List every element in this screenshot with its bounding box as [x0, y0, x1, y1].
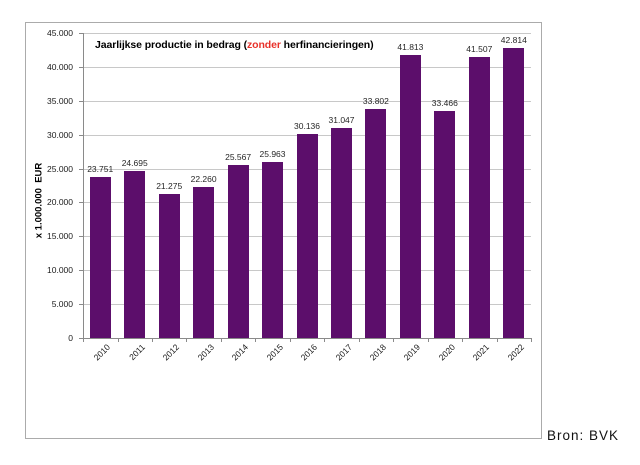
- x-axis-tick: [496, 338, 498, 342]
- gridline: [84, 33, 531, 34]
- chart-border: [25, 22, 542, 439]
- bar-value-label: 31.047: [328, 114, 355, 125]
- y-axis-tick: [79, 100, 83, 102]
- x-axis-tick: [393, 338, 395, 342]
- bar: [193, 187, 215, 338]
- bar-value-label: 33.802: [362, 95, 389, 106]
- y-axis-tick: [79, 33, 83, 34]
- y-tick-label: 15.000: [47, 231, 73, 242]
- bar-value-label: 24.695: [121, 157, 148, 168]
- y-tick-label: 30.000: [47, 129, 73, 140]
- y-axis-tick: [79, 134, 83, 136]
- y-tick-label: 5.000: [51, 299, 73, 310]
- bar: [158, 193, 180, 338]
- bar-value-label: 41.813: [397, 41, 424, 52]
- chart-title: Jaarlijkse productie in bedrag (zonder h…: [95, 39, 374, 51]
- x-axis-tick: [255, 338, 257, 342]
- bar-value-label: 23.751: [87, 164, 114, 174]
- x-axis-tick: [83, 338, 84, 342]
- bar: [296, 133, 318, 338]
- x-axis-tick: [531, 338, 532, 342]
- bar-value-label: 42.814: [500, 34, 527, 45]
- y-tick-label: 10.000: [47, 265, 73, 276]
- y-axis-tick: [79, 338, 83, 339]
- bar: [399, 54, 421, 338]
- bar: [331, 127, 352, 338]
- bar: [124, 170, 146, 338]
- y-tick-label: 45.000: [47, 28, 73, 38]
- y-tick-label: 40.000: [47, 61, 73, 72]
- y-axis-tick: [79, 168, 83, 170]
- bar: [262, 162, 283, 338]
- bar-value-label: 25.963: [259, 149, 286, 159]
- y-axis-tick: [79, 202, 83, 204]
- bar-value-label: 41.507: [466, 43, 493, 54]
- y-axis-tick: [79, 270, 83, 272]
- bar-value-label: 33.466: [431, 98, 458, 109]
- y-tick-label: 35.000: [47, 95, 73, 106]
- x-axis-tick: [427, 338, 429, 342]
- gridline: [84, 66, 531, 68]
- plot-area: 0 5.000 10.000 15.000 20.000 25.000 30.000 35.0…: [47, 28, 532, 362]
- chart-title-prefix: Jaarlijkse productie in bedrag (: [95, 39, 248, 51]
- chart-title-suffix: herfinancieringen): [280, 39, 374, 51]
- bar-value-label: 30.136: [294, 120, 320, 131]
- x-axis-tick: [220, 338, 222, 342]
- x-axis-tick: [151, 338, 153, 342]
- y-axis-title: x 1.000.000 EUR: [33, 162, 45, 239]
- y-tick-label: 25.000: [47, 163, 73, 174]
- x-axis-tick: [289, 338, 291, 342]
- y-axis-tick: [79, 66, 83, 68]
- bar: [468, 56, 490, 338]
- bar-value-label: 21.275: [156, 180, 183, 191]
- x-axis-tick: [324, 338, 326, 342]
- x-axis-tick: [462, 338, 464, 342]
- y-tick-label: 0: [68, 333, 73, 343]
- bar: [503, 47, 525, 338]
- x-axis-line: [83, 338, 531, 339]
- source-label: Bron: BVK: [547, 428, 620, 443]
- bar-value-label: 25.567: [225, 151, 252, 162]
- bar: [227, 164, 249, 338]
- bar: [89, 177, 111, 338]
- y-axis-line: [83, 33, 84, 339]
- x-axis-tick: [358, 338, 360, 342]
- gridline: [84, 100, 531, 102]
- y-tick-label: 20.000: [47, 197, 73, 208]
- x-axis-tick: [117, 338, 119, 342]
- x-axis-tick: [186, 338, 188, 342]
- bar: [365, 108, 387, 338]
- bar-value-label: 22.260: [190, 174, 217, 185]
- bar: [434, 111, 456, 338]
- y-axis-tick: [79, 304, 83, 306]
- chart-title-highlight: zonder: [247, 39, 281, 51]
- y-axis-tick: [79, 236, 83, 238]
